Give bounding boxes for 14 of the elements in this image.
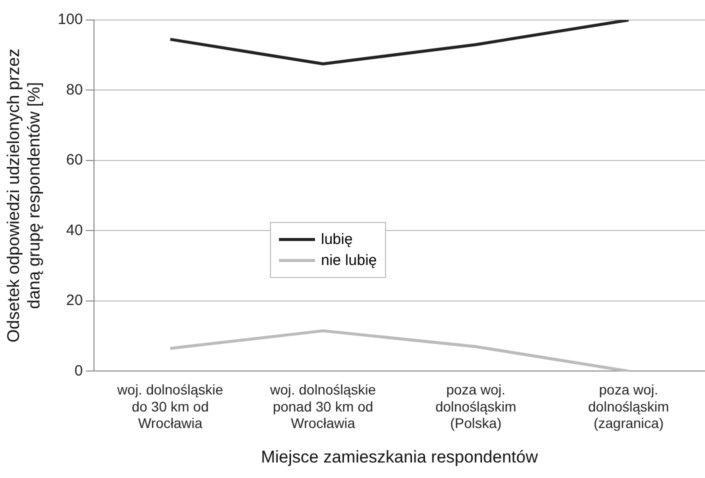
x-tick-label: poza woj. dolnośląskim (Polska) xyxy=(435,381,516,432)
x-tick-label: woj. dolnośląskie ponad 30 km od Wrocławia xyxy=(269,381,376,432)
legend-label: lubię xyxy=(321,231,353,248)
x-tick-label: poza woj. dolnośląskim (zagranica) xyxy=(588,381,670,432)
x-axis-title: Miejsce zamieszkania respondentów xyxy=(260,447,539,466)
y-tick-label: 100 xyxy=(58,11,83,28)
y-axis-title: Odsetek odpowiedzi udzielonych przez daną grupę respondentów [%] xyxy=(4,48,44,343)
y-tick-label: 20 xyxy=(66,292,83,310)
y-tick-label: 0 xyxy=(74,362,83,380)
y-tick-label: 40 xyxy=(66,222,83,239)
x-tick-label: woj. dolnośląskie do 30 km od Wrocławia xyxy=(116,381,224,432)
y-tick-label: 60 xyxy=(66,152,83,169)
legend-label: nie lubię xyxy=(321,252,377,269)
y-tick-label: 80 xyxy=(66,81,83,98)
